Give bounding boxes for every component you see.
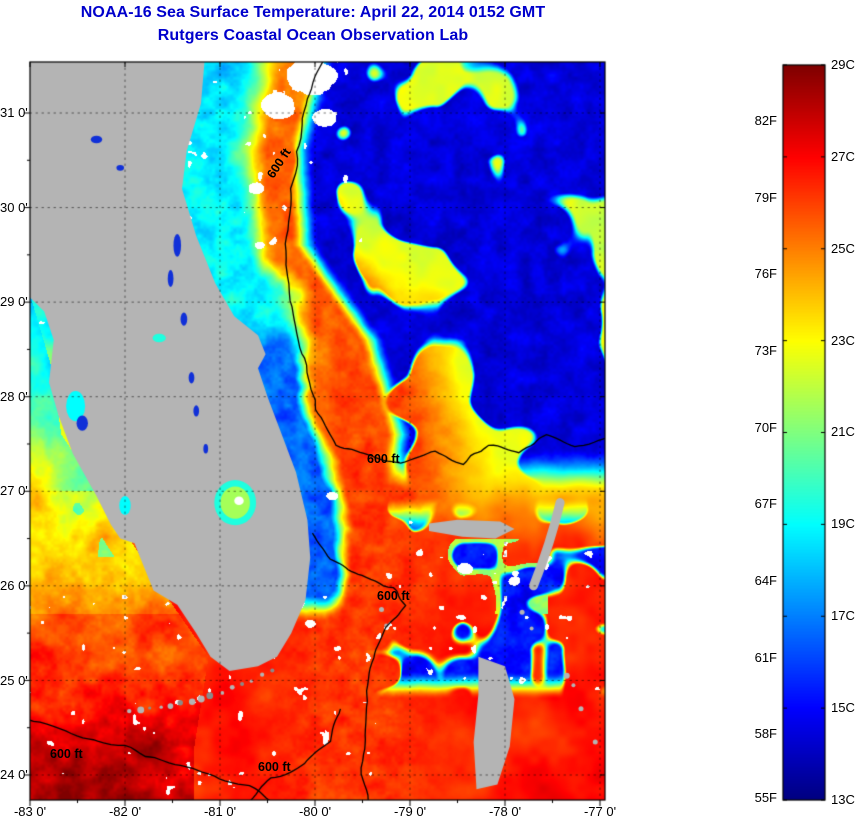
contour-label: 600 ft <box>377 589 410 603</box>
y-tick-label: 30 0' <box>0 200 28 215</box>
fahrenheit-tick-label: 61F <box>754 650 777 665</box>
contour-label: 600 ft <box>258 760 291 774</box>
fahrenheit-tick-label: 55F <box>754 790 777 805</box>
x-tick-label: -78 0' <box>488 804 522 819</box>
celsius-tick-label: 15C <box>831 700 855 715</box>
y-tick-label: 29 0' <box>0 294 28 309</box>
fahrenheit-tick-label: 76F <box>754 266 777 281</box>
x-tick-label: -83 0' <box>13 804 47 819</box>
x-tick-label: -80 0' <box>298 804 332 819</box>
fahrenheit-tick-label: 73F <box>754 343 777 358</box>
y-tick-label: 26 0' <box>0 578 28 593</box>
celsius-tick-label: 25C <box>831 241 855 256</box>
map-title: NOAA-16 Sea Surface Temperature: April 2… <box>80 4 546 21</box>
fahrenheit-tick-label: 79F <box>754 190 777 205</box>
celsius-tick-label: 19C <box>831 516 855 531</box>
contour-label: 600 ft <box>367 452 400 466</box>
x-tick-label: -79 0' <box>393 804 427 819</box>
map-subtitle: Rutgers Coastal Ocean Observation Lab <box>157 27 469 44</box>
y-tick-label: 24 0' <box>0 767 28 782</box>
celsius-tick-label: 27C <box>831 149 855 164</box>
celsius-tick-label: 29C <box>831 57 855 72</box>
celsius-tick-label: 13C <box>831 792 855 807</box>
fahrenheit-tick-label: 82F <box>754 113 777 128</box>
fahrenheit-tick-label: 58F <box>754 726 777 741</box>
celsius-tick-label: 17C <box>831 608 855 623</box>
y-tick-label: 28 0' <box>0 389 28 404</box>
x-tick-label: -77 0' <box>583 804 617 819</box>
contour-label: 600 ft <box>50 747 83 761</box>
x-tick-label: -81 0' <box>203 804 237 819</box>
x-tick-label: -82 0' <box>108 804 142 819</box>
celsius-tick-label: 21C <box>831 424 855 439</box>
celsius-tick-label: 23C <box>831 333 855 348</box>
fahrenheit-tick-label: 70F <box>754 420 777 435</box>
fahrenheit-tick-label: 64F <box>754 573 777 588</box>
y-tick-label: 25 0' <box>0 673 28 688</box>
fahrenheit-tick-label: 67F <box>754 496 777 511</box>
y-tick-label: 27 0' <box>0 483 28 498</box>
y-tick-label: 31 0' <box>0 105 28 120</box>
